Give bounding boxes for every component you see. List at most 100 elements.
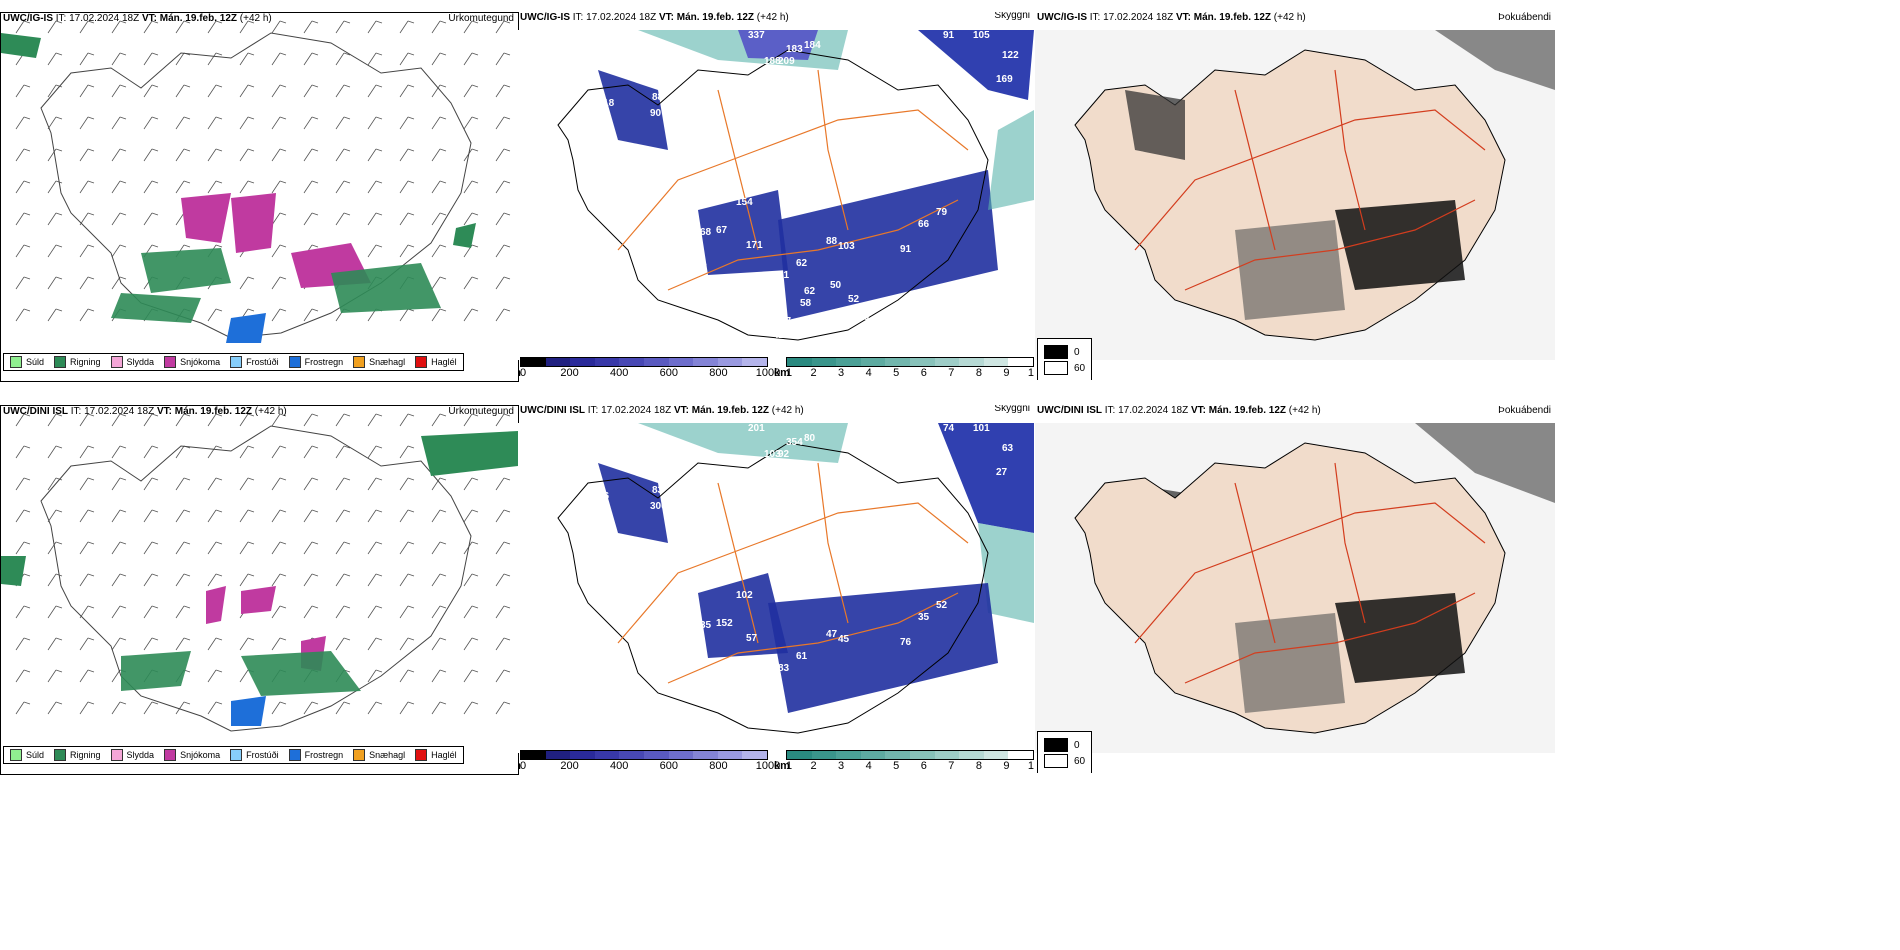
wind-barb [239,477,255,491]
wind-barb [175,413,191,427]
wind-barb [367,701,383,715]
wind-barb [271,605,287,619]
wind-barb [367,637,383,651]
legend-item: Snæhagl [353,749,405,761]
wind-barb [463,477,479,491]
visibility-value: 152 [716,618,733,629]
legend-label: Snjókoma [180,357,221,367]
colorbar-tick-label: 8 [975,367,982,379]
wind-barb [303,116,319,130]
visibility-value: 49 [658,641,670,652]
wind-barb [143,605,159,619]
wind-barb [399,148,415,162]
wind-barb [175,541,191,555]
wind-barb [207,509,223,523]
wind-barb [431,276,447,290]
wind-barb [15,701,31,715]
wind-barb [303,573,319,587]
wind-barb [271,276,287,290]
visibility-value: 63 [1002,443,1014,454]
wind-barb [271,573,287,587]
visibility-value: 38 [542,197,554,208]
wind-barb [15,180,31,194]
roads [617,462,969,684]
wind-barb [367,180,383,194]
wind-barb [431,180,447,194]
legend-label: Snæhagl [369,357,406,367]
wind-barb [367,573,383,587]
legend-label: Slydda [126,357,155,367]
visibility-value: 67 [716,225,728,236]
wind-barb [79,52,95,66]
wind-barb [303,701,319,715]
colorbar-tick-label: 3 [838,367,845,379]
wind-barb [175,701,191,715]
wind-barb [47,413,63,427]
wind-barb [207,180,223,194]
header-bottom-mid: UWC/DINI ISL IT: 17.02.2024 18Z VT: Mán.… [520,405,804,416]
wind-barb [143,509,159,523]
wind-barb [111,413,127,427]
wind-barb [47,477,63,491]
wind-barb [207,701,223,715]
legend-item: Snæhagl [353,356,405,368]
wind-barb [79,308,95,322]
wind-barb [47,701,63,715]
colorbar-tick-label: 1 [786,760,793,772]
wind-barb [15,212,31,226]
wind-barb [495,52,511,66]
legend-label: Snæhagl [369,750,406,760]
wind-barb [367,605,383,619]
wind-barb [143,413,159,427]
visibility-value: 35 [700,620,712,631]
wind-barb [495,84,511,98]
wind-barb [143,573,159,587]
colorbar-tick-label: 200 [560,760,579,772]
visibility-value: 67 [664,290,676,301]
visibility-panel-bottom: UWC/DINI ISL IT: 17.02.2024 18Z VT: Mán.… [518,405,1034,773]
wind-barb [367,84,383,98]
wind-barb [175,148,191,162]
title-fog-index-top: Þokuábendi [1498,12,1551,23]
wind-barb [303,509,319,523]
legend-swatch [415,749,428,761]
legend-swatch [164,356,177,368]
wind-barb [367,244,383,258]
legend-swatch [230,356,243,368]
legend-swatch [164,749,177,761]
wind-barb [335,20,351,34]
wind-barb [239,541,255,555]
wind-barb [271,52,287,66]
wind-barb [303,148,319,162]
visibility-value: 91 [943,30,955,41]
wind-barb [335,212,351,226]
wind-barb [495,477,511,491]
wind-barb [143,477,159,491]
precip-map-bottom [1,413,518,732]
colorbar-tick-label: 10 [1027,760,1034,772]
wind-barb [15,244,31,258]
wind-barb [47,637,63,651]
wind-barb [143,116,159,130]
legend-label: Frostúði [246,750,279,760]
wind-barb [47,605,63,619]
wind-barb [47,148,63,162]
colorbar-tick-label: 400 [610,760,629,772]
visibility-value: 171 [746,240,763,251]
precip-areas [1,431,518,726]
fog-index-panel-top: UWC/IG-IS IT: 17.02.2024 18Z VT: Mán. 19… [1035,12,1555,380]
legend-swatch [288,749,301,761]
colorbar-tick-label: 8 [975,760,982,772]
wind-barb [79,180,95,194]
wind-barb [271,212,287,226]
wind-barb [239,509,255,523]
wind-barb [15,605,31,619]
wind-barb [47,308,63,322]
precip-legend-bottom: Súld Rigning Slydda Snjókoma Frostúði Frostre… [3,746,464,764]
colorbar-tick-label: 2 [810,367,817,379]
visibility-value: 90 [650,108,662,119]
wind-barb [431,308,447,322]
wind-barb [207,541,223,555]
wind-barb [111,701,127,715]
